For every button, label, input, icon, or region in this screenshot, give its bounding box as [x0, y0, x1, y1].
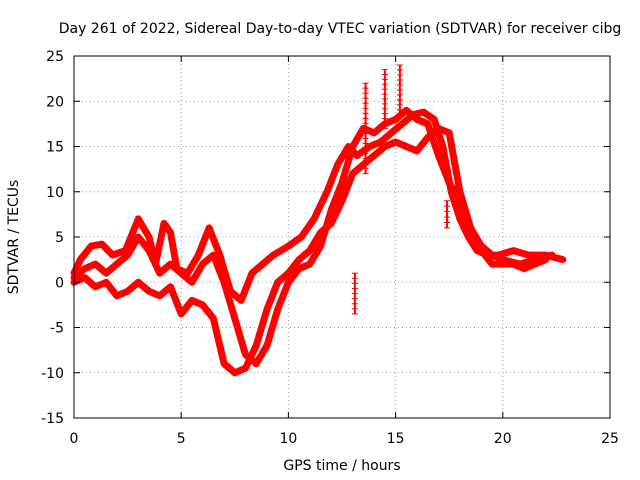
- spike-4: [444, 200, 451, 229]
- spike-layer: [351, 64, 451, 315]
- y-tick-label-8: 25: [46, 49, 64, 65]
- spike-0: [351, 272, 358, 315]
- x-tick-label-5: 25: [601, 431, 619, 447]
- y-tick-label-0: -15: [41, 411, 64, 427]
- y-tick-label-3: 0: [55, 275, 64, 291]
- grid-lines: [73, 55, 611, 419]
- chart-title: Day 261 of 2022, Sidereal Day-to-day VTE…: [59, 21, 622, 37]
- series-layer: [70, 106, 567, 377]
- x-axis-ticks: 0 5 10 15 20 25: [70, 56, 619, 447]
- y-tick-label-1: -10: [41, 366, 64, 382]
- x-tick-label-4: 20: [494, 431, 512, 447]
- y-axis-ticks: -15 -10 -5 0 5 10 15 20 25: [41, 49, 610, 427]
- x-tick-label-0: 0: [70, 431, 79, 447]
- y-tick-label-4: 5: [55, 230, 64, 246]
- x-axis-label: GPS time / hours: [283, 458, 400, 474]
- spike-1: [362, 82, 369, 175]
- spike-3: [396, 64, 403, 116]
- y-tick-label-2: -5: [50, 321, 64, 337]
- spike-2: [381, 69, 388, 129]
- y-tick-label-6: 15: [46, 140, 64, 156]
- x-tick-label-3: 15: [387, 431, 405, 447]
- x-tick-label-1: 5: [177, 431, 186, 447]
- y-axis-label: SDTVAR / TECUs: [6, 180, 22, 295]
- series-track-3: [70, 124, 550, 377]
- y-tick-label-7: 20: [46, 94, 64, 110]
- series-track-1: [70, 108, 567, 304]
- x-tick-label-2: 10: [279, 431, 297, 447]
- y-tick-label-5: 10: [46, 185, 64, 201]
